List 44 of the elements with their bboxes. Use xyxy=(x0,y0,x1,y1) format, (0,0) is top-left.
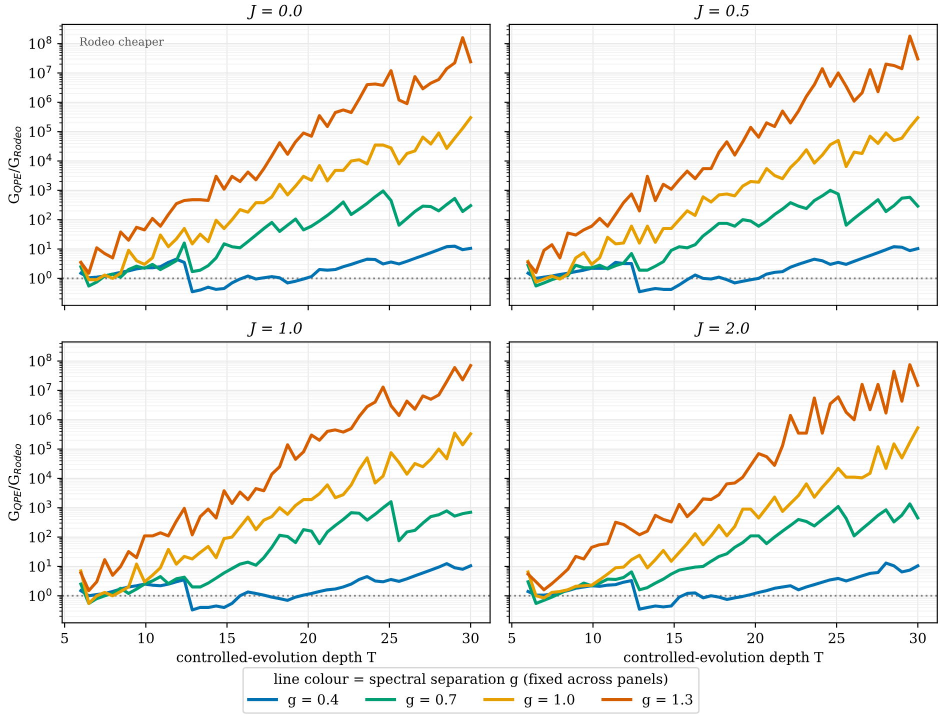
y-tick-label: 10$^{4}$ xyxy=(30,154,52,166)
legend-label: g = 0.4 xyxy=(288,694,338,708)
y-tick-label: 10$^{4}$ xyxy=(30,471,52,484)
chart-title: J = 1.0 xyxy=(247,322,302,337)
x-tick-label: 25 xyxy=(828,632,844,644)
y-axis-title: G$_{QPE}$/G$_{Rodeo}$ xyxy=(8,126,22,204)
x-tick-label: 20 xyxy=(748,632,764,644)
x-tick-label: 20 xyxy=(300,632,316,644)
y-tick-label: 10$^{0}$ xyxy=(30,588,52,602)
x-axis-title: controlled-evolution depth T xyxy=(176,652,376,665)
chart-title: J = 0.5 xyxy=(694,4,749,20)
x-tick-label: 25 xyxy=(382,632,398,644)
x-tick-label: 10 xyxy=(138,632,154,644)
x-tick-label: 5 xyxy=(508,632,516,644)
y-tick-label: 10$^{3}$ xyxy=(30,182,52,196)
legend-label: g = 0.7 xyxy=(406,694,456,708)
y-tick-label: 10$^{3}$ xyxy=(30,500,52,514)
x-tick-label: 30 xyxy=(910,632,926,644)
y-tick-label: 10$^{7}$ xyxy=(30,383,52,396)
x-axis-title: controlled-evolution depth T xyxy=(624,652,824,665)
y-tick-label: 10$^{1}$ xyxy=(30,242,52,254)
chart-title: J = 0.0 xyxy=(247,4,302,20)
x-tick-label: 10 xyxy=(586,632,601,644)
y-tick-label: 10$^{1}$ xyxy=(30,559,52,572)
y-tick-label: 10$^{5}$ xyxy=(30,442,52,454)
x-tick-label: 15 xyxy=(667,632,682,644)
x-tick-label: 30 xyxy=(462,632,479,644)
x-tick-label: 15 xyxy=(220,632,235,644)
y-tick-label: 10$^{0}$ xyxy=(30,271,52,284)
y-tick-label: 10$^{8}$ xyxy=(30,354,52,366)
chart-title: J = 2.0 xyxy=(694,322,750,337)
x-tick-label: 5 xyxy=(61,632,68,644)
annotation: Rodeo cheaper xyxy=(80,37,164,48)
y-tick-label: 10$^{6}$ xyxy=(30,94,52,108)
y-tick-label: 10$^{8}$ xyxy=(30,36,52,50)
legend-label: g = 1.3 xyxy=(642,694,692,708)
y-axis-title: G$_{QPE}$/G$_{Rodeo}$ xyxy=(8,444,22,521)
y-tick-label: 10$^{6}$ xyxy=(30,412,52,426)
y-tick-label: 10$^{5}$ xyxy=(30,124,52,138)
legend-title: line colour = spectral separation g (fixed across panels) xyxy=(274,673,668,687)
y-tick-label: 10$^{7}$ xyxy=(30,66,52,78)
legend-label: g = 1.0 xyxy=(524,694,574,708)
y-tick-label: 10$^{2}$ xyxy=(30,530,52,542)
y-tick-label: 10$^{2}$ xyxy=(30,212,52,226)
